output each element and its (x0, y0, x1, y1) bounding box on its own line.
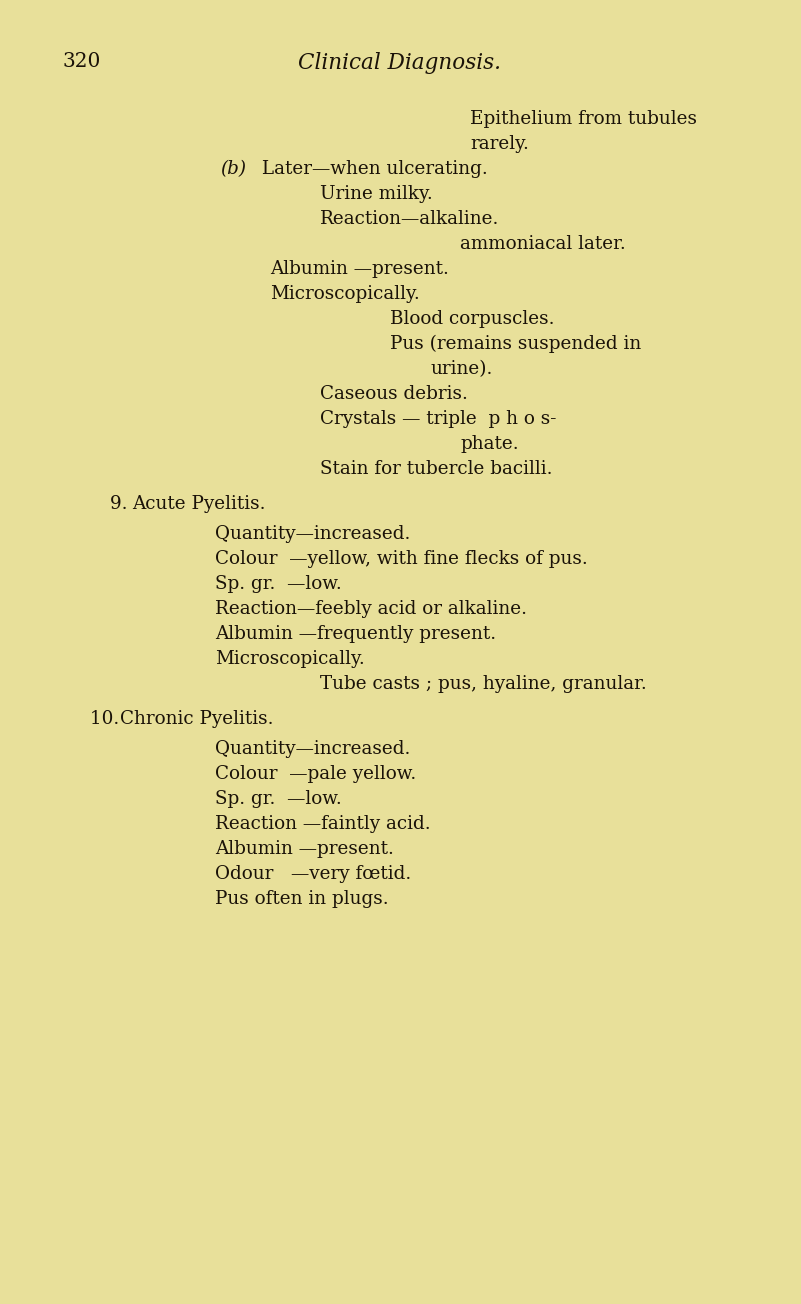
Text: Albumin —frequently present.: Albumin —frequently present. (215, 625, 496, 643)
Text: Quantity—increased.: Quantity—increased. (215, 739, 410, 758)
Text: Colour  —yellow, with fine flecks of pus.: Colour —yellow, with fine flecks of pus. (215, 550, 588, 569)
Text: urine).: urine). (430, 360, 493, 378)
Text: Pus (remains suspended in: Pus (remains suspended in (390, 335, 642, 353)
Text: Chronic Pyelitis.: Chronic Pyelitis. (120, 709, 273, 728)
Text: Microscopically.: Microscopically. (215, 649, 364, 668)
Text: Microscopically.: Microscopically. (270, 286, 420, 303)
Text: Epithelium from tubules: Epithelium from tubules (470, 110, 697, 128)
Text: 10.: 10. (90, 709, 138, 728)
Text: 9.: 9. (110, 496, 146, 512)
Text: ammoniacal later.: ammoniacal later. (460, 235, 626, 253)
Text: Quantity—increased.: Quantity—increased. (215, 526, 410, 542)
Text: Colour  —pale yellow.: Colour —pale yellow. (215, 765, 417, 782)
Text: Pus often in plugs.: Pus often in plugs. (215, 891, 388, 908)
Text: Albumin —present.: Albumin —present. (215, 840, 394, 858)
Text: rarely.: rarely. (470, 136, 529, 153)
Text: Caseous debris.: Caseous debris. (320, 385, 468, 403)
Text: Sp. gr.  —low.: Sp. gr. —low. (215, 790, 342, 808)
Text: Acute Pyelitis.: Acute Pyelitis. (132, 496, 266, 512)
Text: Blood corpuscles.: Blood corpuscles. (390, 310, 554, 329)
Text: Clinical Diagnosis.: Clinical Diagnosis. (299, 52, 501, 74)
Text: Reaction—feebly acid or alkaline.: Reaction—feebly acid or alkaline. (215, 600, 527, 618)
Text: Reaction —faintly acid.: Reaction —faintly acid. (215, 815, 431, 833)
Text: (b): (b) (220, 160, 246, 179)
Text: Later—when ulcerating.: Later—when ulcerating. (256, 160, 488, 179)
Text: Reaction—alkaline.: Reaction—alkaline. (320, 210, 499, 228)
Text: phate.: phate. (460, 436, 518, 452)
Text: Crystals — triple  p h o s-: Crystals — triple p h o s- (320, 409, 557, 428)
Text: Odour   —very fœtid.: Odour —very fœtid. (215, 865, 411, 883)
Text: Sp. gr.  —low.: Sp. gr. —low. (215, 575, 342, 593)
Text: Urine milky.: Urine milky. (320, 185, 433, 203)
Text: 320: 320 (62, 52, 100, 70)
Text: Stain for tubercle bacilli.: Stain for tubercle bacilli. (320, 460, 553, 479)
Text: Albumin —present.: Albumin —present. (270, 259, 449, 278)
Text: Tube casts ; pus, hyaline, granular.: Tube casts ; pus, hyaline, granular. (320, 675, 646, 692)
